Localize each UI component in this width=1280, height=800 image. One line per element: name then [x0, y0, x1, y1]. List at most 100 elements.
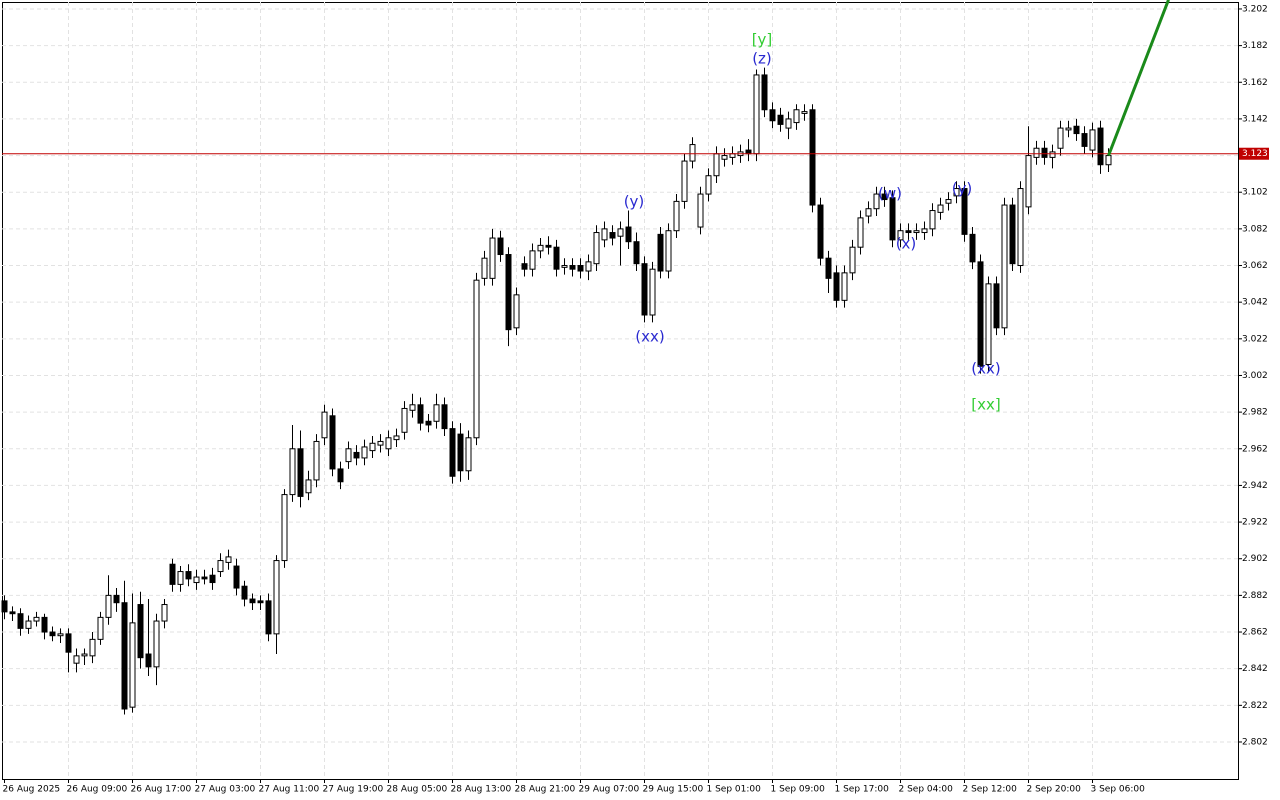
candle-body — [1009, 204, 1016, 265]
candle-body — [161, 604, 168, 622]
candle-body — [809, 109, 816, 206]
candle-body — [145, 653, 152, 668]
candle-body — [289, 448, 296, 496]
candle-body — [641, 263, 648, 316]
candle-body — [337, 468, 344, 483]
plot-frame — [2, 2, 1239, 780]
candle-body — [529, 250, 536, 270]
candle-body — [65, 633, 72, 653]
candle-body — [769, 109, 776, 122]
candle-body — [697, 193, 704, 228]
candle-body — [537, 244, 544, 252]
candle-body — [1017, 188, 1024, 267]
candle-body — [609, 232, 616, 239]
candle-body — [665, 230, 672, 272]
candle-body — [977, 261, 984, 367]
candle-body — [929, 210, 936, 230]
candle-body — [489, 237, 496, 279]
candle-body — [1097, 127, 1104, 166]
candle-body — [281, 494, 288, 562]
candle-body — [41, 616, 48, 633]
candle-body — [241, 585, 248, 600]
y-tick-label: 2.922 — [1242, 518, 1268, 528]
candle-body — [121, 602, 128, 710]
candle-body — [313, 440, 320, 481]
candle-body — [825, 257, 832, 279]
candle-body — [617, 228, 624, 237]
candle-body — [81, 653, 88, 657]
y-tick-label: 3.182 — [1242, 41, 1268, 51]
candle-body — [953, 188, 960, 197]
candle-body — [561, 265, 568, 268]
x-tick-label: 26 Aug 2025 — [3, 785, 61, 795]
y-tick-label: 2.982 — [1242, 408, 1268, 418]
candle-body — [265, 600, 272, 635]
candle-body — [937, 204, 944, 213]
candle-body — [1001, 204, 1008, 329]
candle-body — [361, 446, 368, 459]
candle-body — [1033, 147, 1040, 158]
candle-body — [753, 74, 760, 155]
candle-body — [857, 217, 864, 248]
candle-body — [945, 199, 952, 204]
candle-body — [777, 114, 784, 125]
candle-body — [417, 404, 424, 424]
wave-label: (xx) — [971, 360, 1000, 378]
candle-body — [593, 232, 600, 265]
y-tick-label: 2.822 — [1242, 701, 1268, 711]
x-tick-label: 28 Aug 05:00 — [387, 785, 448, 795]
candle-body — [353, 451, 360, 459]
candle-body — [1041, 147, 1048, 158]
candle-body — [985, 283, 992, 365]
x-tick-label: 28 Aug 21:00 — [515, 785, 576, 795]
candle-body — [457, 433, 464, 472]
y-tick-label: 3.142 — [1242, 114, 1268, 124]
candle-body — [33, 616, 40, 622]
wave-label: (y) — [952, 180, 973, 198]
y-tick-label: 3.022 — [1242, 334, 1268, 344]
candle-body — [1073, 125, 1080, 135]
candle-body — [993, 283, 1000, 329]
candle-body — [441, 404, 448, 430]
candle-body — [1049, 151, 1056, 158]
y-tick-label: 3.062 — [1242, 261, 1268, 271]
candle-body — [1105, 155, 1112, 166]
candle-body — [201, 576, 208, 580]
y-tick-label: 3.002 — [1242, 371, 1268, 381]
candle-body — [9, 611, 16, 615]
candle-body — [113, 594, 120, 604]
candle-body — [761, 74, 768, 111]
y-tick-label: 3.202 — [1242, 4, 1268, 14]
candle-body — [713, 153, 720, 177]
x-tick-label: 26 Aug 09:00 — [67, 785, 128, 795]
candle-body — [1057, 127, 1064, 149]
candle-body — [233, 565, 240, 589]
current-price-tag — [1239, 147, 1269, 160]
candle-body — [569, 265, 576, 270]
candle-body — [873, 193, 880, 210]
candle-body — [401, 407, 408, 433]
candle-body — [513, 294, 520, 329]
candle-body — [1065, 127, 1072, 131]
candle-body — [721, 155, 728, 160]
candle-body — [249, 598, 256, 604]
candle-body — [57, 633, 64, 637]
candle-body — [545, 244, 552, 248]
candle-body — [849, 246, 856, 274]
candle-body — [297, 448, 304, 497]
candle-body — [25, 620, 32, 629]
wave-label: [y] — [752, 31, 773, 49]
candle-body — [225, 556, 232, 563]
y-tick-label: 2.882 — [1242, 591, 1268, 601]
x-tick-label: 2 Sep 20:00 — [1027, 785, 1082, 795]
candle-body — [689, 144, 696, 162]
candle-body — [89, 638, 96, 657]
candle-body — [1, 600, 8, 613]
candle-body — [481, 257, 488, 279]
candle-body — [505, 254, 512, 331]
y-tick-label: 2.942 — [1242, 481, 1268, 491]
candle-body — [785, 118, 792, 129]
x-tick-label: 1 Sep 09:00 — [771, 785, 826, 795]
candle-body — [897, 230, 904, 241]
